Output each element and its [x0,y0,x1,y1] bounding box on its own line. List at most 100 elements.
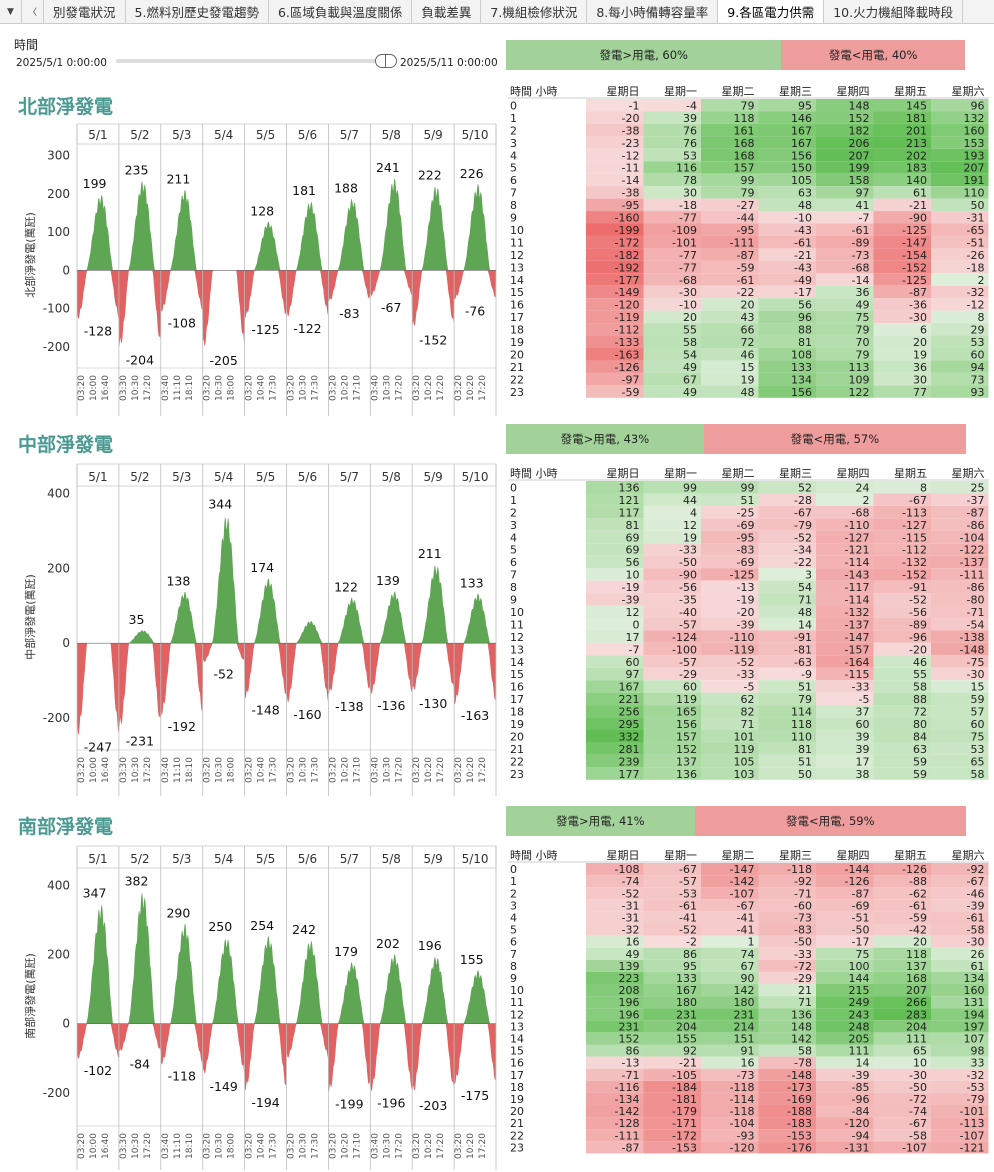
tab-scroll-left-icon[interactable]: 〈 [22,0,44,23]
time-tick-label: 17:20 [478,1133,488,1159]
heat-cell-value: -131 [845,1141,870,1154]
min-value-label: -102 [84,1063,112,1078]
heat-cell-value: 58 [971,768,985,781]
heat-cell-value: -134 [615,1093,640,1106]
slicer-track[interactable] [116,59,380,63]
heat-header-day[interactable]: 星期三 [779,85,812,98]
heat-cell-value: 49 [626,948,640,961]
slicer-start-date[interactable]: 2025/5/1 0:00:00 [16,57,107,69]
tab-0[interactable]: 別發電狀況 [44,0,126,23]
heat-cell-value: 152 [849,112,870,125]
heat-header-day[interactable]: 星期一 [664,467,697,480]
tab-2[interactable]: 6.區域負載與溫度關係 [269,0,413,23]
ratio-negative[interactable]: 發電<用電, 40% [781,40,965,70]
heat-cell [816,493,874,506]
heat-cell-value: -147 [845,631,870,644]
heat-cell-value: 71 [798,996,812,1009]
heat-cell [643,705,701,718]
heat-header-day[interactable]: 星期六 [952,849,985,862]
heat-cell [816,1020,874,1033]
heat-header-day[interactable]: 星期四 [837,467,870,480]
heat-cell-value: -74 [909,1105,927,1118]
ratio-positive[interactable]: 發電>用電, 41% [506,806,695,836]
slicer-handle[interactable] [375,54,397,68]
heat-cell-value: 21 [798,984,812,997]
heat-cell-value: -30 [679,286,697,299]
heat-cell [701,186,759,199]
heat-cell [643,360,701,373]
heat-header-day[interactable]: 星期一 [664,849,697,862]
region-title-south: 南部淨發電 [18,816,114,838]
time-tick-label: 03:20 [412,1133,422,1159]
heat-header-day[interactable]: 星期三 [779,467,812,480]
heat-cell [873,298,931,311]
tab-6[interactable]: 9.各區電力供需 [718,0,825,23]
heat-cell-value: 110 [964,187,985,200]
tab-1[interactable]: 5.燃料別歷史發電趨勢 [126,0,269,23]
heat-header-day[interactable]: 星期日 [607,467,640,480]
time-tick-label: 10:20 [340,375,350,401]
heat-cell [931,385,989,398]
heat-cell-value: 58 [683,336,697,349]
heat-cell [701,667,759,681]
heat-header-day[interactable]: 星期二 [722,467,755,480]
heat-header-day[interactable]: 星期一 [664,85,697,98]
heat-header-day[interactable]: 星期五 [894,467,927,480]
heat-cell [816,617,874,631]
heat-cell-value: -121 [845,544,870,557]
heat-cell [643,1117,701,1130]
slicer-end-date[interactable]: 2025/5/11 0:00:00 [400,57,498,69]
heat-header-day[interactable]: 星期三 [779,849,812,862]
heat-cell-value: -32 [967,286,985,299]
tab-7[interactable]: 10.火力機組降載時段 [824,0,964,23]
heat-cell-value: -7 [859,212,870,225]
heat-hour-label: 16 [510,1057,524,1070]
ratio-positive[interactable]: 發電>用電, 43% [506,424,704,454]
heat-cell-value: 196 [619,1008,640,1021]
heat-cell [873,605,931,618]
heat-cell [873,935,931,948]
heat-header-day[interactable]: 星期日 [607,85,640,98]
heat-header-day[interactable]: 星期日 [607,849,640,862]
tab-4[interactable]: 7.機組檢修狀況 [481,0,588,23]
heat-cell [758,911,816,924]
heat-cell [931,1105,989,1118]
heat-header-day[interactable]: 星期四 [837,849,870,862]
heat-header-day[interactable]: 星期五 [894,85,927,98]
time-tick-label: 18:10 [185,1133,195,1159]
heat-cell-value: 62 [741,693,755,706]
time-tick-label: 03:20 [203,757,213,783]
tab-3[interactable]: 負載差異 [412,0,482,23]
min-value-label: -152 [419,332,447,347]
tab-5[interactable]: 8.每小時備轉容量率 [587,0,719,23]
heat-cell-value: 168 [734,149,755,162]
ratio-negative[interactable]: 發電<用電, 59% [694,806,966,836]
heat-header-day[interactable]: 星期四 [837,85,870,98]
heat-cell [931,568,989,581]
heat-header-day[interactable]: 星期二 [722,849,755,862]
heat-cell [816,875,874,888]
time-tick-label: 03:20 [77,757,87,783]
heat-cell [873,959,931,972]
heat-header-day[interactable]: 星期二 [722,85,755,98]
ratio-negative[interactable]: 發電<用電, 57% [703,424,966,454]
heat-cell [816,680,874,693]
heat-cell [758,593,816,606]
time-tick-label: 03:20 [245,375,255,401]
heat-cell-value: -42 [909,924,927,937]
ratio-positive[interactable]: 發電>用電, 60% [506,40,782,70]
heat-cell-value: -127 [845,531,870,544]
heat-cell-value: 140 [906,174,927,187]
heat-cell [931,1032,989,1045]
heat-cell [586,899,644,912]
heat-header-day[interactable]: 星期六 [952,467,985,480]
tab-menu-icon[interactable]: ▼ [0,0,22,23]
heat-cell [586,555,644,569]
heat-cell-value: 41 [856,199,870,212]
heat-header-day[interactable]: 星期六 [952,85,985,98]
heat-cell [873,235,931,249]
heat-header-day[interactable]: 星期五 [894,849,927,862]
time-tick-label: 17:20 [394,1133,404,1159]
heat-cell [816,911,874,924]
heat-cell-value: -18 [679,199,697,212]
